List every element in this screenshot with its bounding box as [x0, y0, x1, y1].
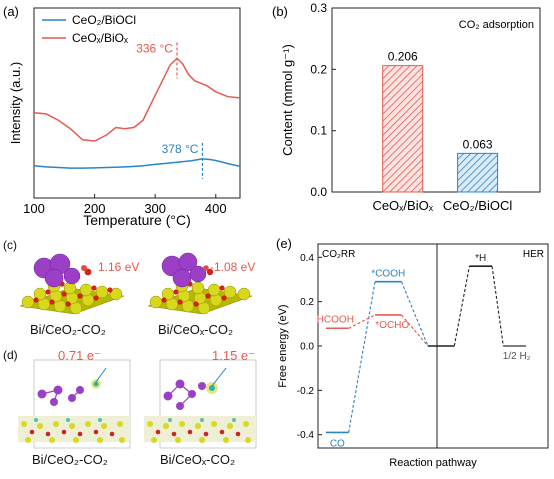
- e-y-tick-label--0.2: -0.2: [297, 386, 315, 397]
- panel-b-tag: (b): [272, 4, 288, 19]
- panel-a-tpd-chart: 100 200 300 400 336 °C 378 °C (a) Intensity …: [0, 0, 270, 230]
- x-tick-label-400: 400: [205, 201, 227, 216]
- structure-c-left-image: [19, 253, 125, 315]
- structure-c-right-image: [147, 252, 253, 315]
- y-tick-label-0: 0.0: [310, 185, 327, 199]
- x-tick-label-200: 200: [84, 201, 106, 216]
- d-right-charge-value: 1.15 e⁻: [212, 348, 256, 363]
- c-right-structure-label: Bi/CeOₓ-CO₂: [158, 322, 234, 337]
- chart-e-xlabel: Reaction pathway: [389, 457, 477, 469]
- chart-a-svg: 100 200 300 400 336 °C 378 °C (a) Intensity …: [3, 4, 241, 228]
- connector-co-cooh: [348, 281, 376, 433]
- e-y-tick-label-0.4: 0.4: [300, 253, 314, 264]
- legend-label-ceox-biox: CeOₓ/BiOₓ: [72, 31, 128, 45]
- connector-ocho-star: [401, 314, 429, 347]
- chart-a-frame: [33, 7, 241, 199]
- y-tick-label-0.2: 0.2: [310, 62, 327, 76]
- annotation-label-1: 378 °C: [162, 142, 199, 156]
- c-right-energy-value: -1.08 eV: [210, 260, 256, 274]
- d-right-structure-label: Bi/CeOₓ-CO₂: [160, 452, 236, 467]
- y-tick-label-0.1: 0.1: [310, 124, 327, 138]
- structure-d-left-image: [18, 359, 131, 449]
- level-label-2: *COOH: [371, 269, 405, 280]
- region-label-her: HER: [523, 249, 544, 260]
- x-tick-label-300: 300: [144, 201, 166, 216]
- category-label-1: CeO₂/BiOCl: [443, 198, 512, 213]
- series-line-0: [34, 158, 240, 169]
- panel-a-tag: (a): [3, 4, 19, 19]
- panel-c-tag: (c): [3, 238, 17, 252]
- chart-e-svg: -0.4 -0.2 0.0 0.2 0.4 CO HCOOH *COOH *OCHO *H 1/2…: [276, 236, 549, 469]
- bar-value-label-0: 0.206: [388, 50, 418, 64]
- d-left-charge-value: 0.71 e⁻: [58, 348, 102, 363]
- c-left-structure-label: Bi/CeO₂-CO₂: [30, 322, 106, 337]
- chart-a-xlabel: Temperature (°C): [83, 212, 191, 228]
- chart-b-ylabel: Content (mmol g⁻¹): [280, 44, 295, 156]
- region-label-co2rr: CO₂RR: [322, 249, 355, 260]
- panel-b-adsorption-chart: 0.0 0.1 0.2 0.3 0.206 CeOₓ/BiOₓ 0.063 CeO₂/BiO…: [270, 0, 554, 230]
- connector-star-h: [453, 266, 470, 347]
- e-y-tick-label-0.2: 0.2: [300, 297, 314, 308]
- level-label-3: *OCHO: [375, 320, 409, 331]
- chart-e-ylabel: Free energy (eV): [277, 304, 289, 387]
- level-label-1: HCOOH: [317, 314, 354, 325]
- panel-c-structures: (c) 1.16 eV: [0, 232, 270, 344]
- category-label-0: CeOₓ/BiOₓ: [372, 198, 433, 213]
- panel-e-free-energy-chart: -0.4 -0.2 0.0 0.2 0.4 CO HCOOH *COOH *OCHO *H 1/2…: [270, 232, 554, 474]
- d-left-structure-label: Bi/CeO₂-CO₂: [32, 452, 108, 467]
- chart-a-legend: CeO₂/BiOCl CeOₓ/BiOₓ: [42, 13, 136, 45]
- y-tick-label-0.3: 0.3: [310, 1, 327, 15]
- connector-h-h2: [491, 266, 504, 347]
- chart-b-frame: [331, 7, 541, 193]
- panel-d-tag: (d): [3, 348, 18, 362]
- level-label-6: 1/2 H₂: [503, 351, 531, 362]
- bar-1: [457, 152, 499, 193]
- chart-b-title: CO₂ adsorption: [459, 19, 534, 31]
- level-label-0: CO: [330, 438, 345, 449]
- series-line-1: [34, 57, 240, 142]
- e-y-tick-label-0: 0.0: [300, 342, 314, 353]
- connector-cooh-star: [400, 281, 429, 347]
- level-label-5: *H: [475, 253, 486, 264]
- bar-value-label-1: 0.063: [463, 137, 493, 151]
- legend-label-ceo2-biocl: CeO₂/BiOCl: [72, 13, 136, 27]
- annotation-label-0: 336 °C: [136, 42, 173, 56]
- bar-0: [382, 65, 424, 193]
- e-y-tick-label--0.4: -0.4: [297, 430, 315, 441]
- c-left-energy-value: 1.16 eV: [98, 260, 140, 274]
- panel-d-charge-density: (d) 0.71 e⁻: [0, 344, 270, 474]
- x-tick-label-100: 100: [23, 201, 45, 216]
- panel-e-tag: (e): [276, 236, 292, 251]
- chart-a-ylabel: Intensity (a.u.): [8, 62, 23, 144]
- chart-b-svg: 0.0 0.1 0.2 0.3 0.206 CeOₓ/BiOₓ 0.063 CeO₂/BiO…: [272, 1, 541, 213]
- structure-d-right-image: [144, 359, 257, 449]
